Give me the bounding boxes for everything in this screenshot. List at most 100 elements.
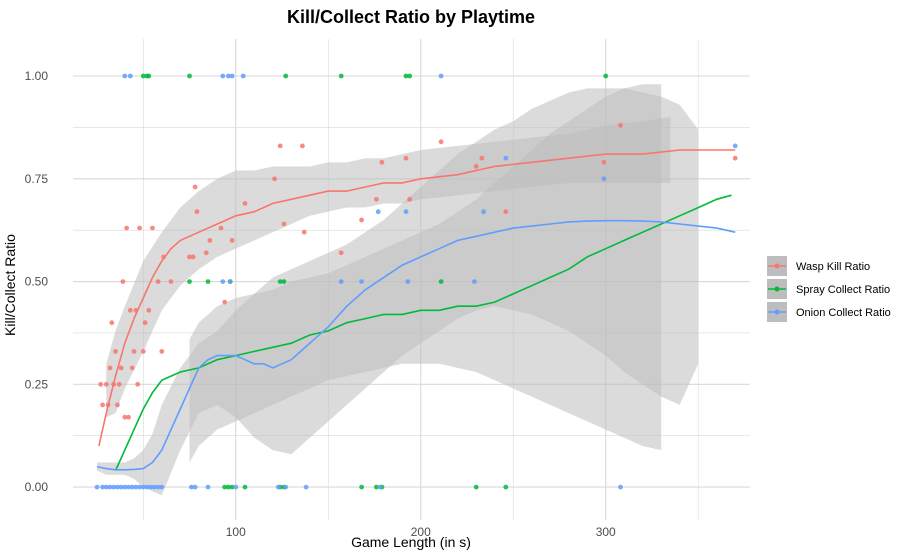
data-point-wasp-kill-ratio (192, 184, 198, 190)
data-point-onion-collect-ratio (503, 155, 509, 161)
y-axis-title: Kill/Collect Ratio (2, 234, 18, 336)
data-point-wasp-kill-ratio (133, 307, 139, 313)
data-point-spray-collect-ratio (140, 73, 146, 79)
data-point-onion-collect-ratio (240, 73, 246, 79)
data-point-onion-collect-ratio (618, 484, 623, 490)
data-point-wasp-kill-ratio (146, 307, 152, 313)
data-point-spray-collect-ratio (187, 73, 192, 79)
trend-lines-layer (96, 149, 736, 472)
data-point-wasp-kill-ratio (168, 279, 174, 284)
data-point-wasp-kill-ratio (242, 201, 248, 206)
data-point-onion-collect-ratio (283, 484, 289, 490)
data-point-spray-collect-ratio (438, 279, 444, 284)
data-point-wasp-kill-ratio (140, 349, 146, 354)
data-point-wasp-kill-ratio (111, 381, 117, 387)
data-point-wasp-kill-ratio (403, 155, 409, 161)
data-point-wasp-kill-ratio (120, 279, 126, 284)
data-point-wasp-kill-ratio (135, 381, 141, 387)
data-point-onion-collect-ratio (140, 484, 146, 490)
data-point-spray-collect-ratio (229, 484, 235, 490)
data-point-onion-collect-ratio (148, 484, 154, 490)
data-point-onion-collect-ratio (122, 484, 128, 490)
data-point-onion-collect-ratio (111, 484, 117, 490)
data-point-wasp-kill-ratio (732, 155, 738, 161)
data-point-spray-collect-ratio (226, 484, 231, 490)
trend-line-spray-collect-ratio (114, 194, 732, 472)
data-point-wasp-kill-ratio (126, 414, 131, 420)
data-point-onion-collect-ratio (94, 484, 100, 490)
tick-labels-layer: 100 200 300 0.00 0.25 0.50 0.75 1.00 (25, 69, 616, 539)
data-point-wasp-kill-ratio (374, 196, 379, 202)
data-point-onion-collect-ratio (275, 484, 281, 490)
data-point-wasp-kill-ratio (438, 139, 444, 145)
y-tick-label: 0.50 (25, 275, 49, 289)
data-point-onion-collect-ratio (189, 484, 194, 490)
data-point-wasp-kill-ratio (300, 143, 305, 149)
data-point-wasp-kill-ratio (105, 402, 111, 408)
legend-label-wasp-kill-ratio: Wasp Kill Ratio (796, 261, 870, 273)
x-tick-label: 300 (596, 525, 616, 539)
data-point-onion-collect-ratio (601, 176, 607, 182)
data-point-wasp-kill-ratio (129, 365, 135, 371)
data-point-spray-collect-ratio (281, 279, 287, 284)
scatter-points-layer (94, 73, 738, 490)
data-point-onion-collect-ratio (303, 484, 309, 490)
data-point-onion-collect-ratio (220, 279, 226, 284)
x-tick-label: 100 (226, 525, 246, 539)
data-point-wasp-kill-ratio (473, 164, 479, 169)
data-point-wasp-kill-ratio (190, 254, 196, 260)
data-point-wasp-kill-ratio (187, 254, 192, 260)
data-point-wasp-kill-ratio (103, 381, 109, 387)
data-point-onion-collect-ratio (133, 484, 139, 490)
legend-label-spray-collect-ratio: Spray Collect Ratio (796, 284, 890, 296)
data-point-wasp-kill-ratio (479, 155, 485, 161)
data-point-onion-collect-ratio (115, 484, 120, 490)
legend-point-spray-collect-ratio (774, 286, 780, 292)
legend-item-onion-collect-ratio: Onion Collect Ratio (767, 302, 891, 322)
data-point-onion-collect-ratio (103, 484, 109, 490)
data-point-wasp-kill-ratio (301, 229, 307, 235)
data-point-wasp-kill-ratio (277, 143, 283, 149)
data-point-onion-collect-ratio (122, 73, 128, 79)
data-point-onion-collect-ratio (107, 484, 113, 490)
data-point-wasp-kill-ratio (124, 225, 129, 231)
data-point-wasp-kill-ratio (338, 250, 344, 256)
x-axis-title: Game Length (in s) (351, 534, 471, 550)
confidence-bands-layer (97, 84, 699, 496)
data-point-spray-collect-ratio (374, 484, 379, 490)
data-point-spray-collect-ratio (146, 73, 152, 79)
data-point-spray-collect-ratio (473, 484, 479, 490)
legend-label-onion-collect-ratio: Onion Collect Ratio (796, 307, 891, 319)
data-point-wasp-kill-ratio (116, 381, 122, 387)
data-point-onion-collect-ratio (405, 279, 411, 284)
data-point-spray-collect-ratio (277, 279, 283, 284)
data-point-wasp-kill-ratio (503, 209, 509, 215)
data-point-wasp-kill-ratio (98, 381, 104, 387)
data-point-spray-collect-ratio (222, 484, 228, 490)
data-point-spray-collect-ratio (503, 484, 509, 490)
data-point-onion-collect-ratio (126, 484, 131, 490)
y-tick-label: 0.75 (25, 172, 49, 186)
y-tick-label: 0.00 (25, 480, 49, 494)
data-point-wasp-kill-ratio (359, 217, 364, 223)
legend-item-wasp-kill-ratio: Wasp Kill Ratio (767, 256, 870, 276)
legend-point-onion-collect-ratio (774, 309, 780, 315)
data-point-onion-collect-ratio (220, 73, 226, 79)
data-point-spray-collect-ratio (359, 484, 364, 490)
data-point-onion-collect-ratio (159, 484, 165, 490)
data-point-wasp-kill-ratio (272, 176, 277, 182)
data-point-wasp-kill-ratio (109, 320, 115, 326)
data-point-onion-collect-ratio (137, 484, 143, 490)
y-tick-label: 1.00 (25, 69, 49, 83)
data-point-wasp-kill-ratio (161, 254, 167, 260)
data-point-wasp-kill-ratio (131, 349, 137, 354)
data-point-spray-collect-ratio (407, 73, 413, 79)
data-point-onion-collect-ratio (118, 484, 124, 490)
data-point-wasp-kill-ratio (118, 365, 124, 371)
confidence-band-onion-collect-ratio (97, 88, 699, 496)
data-point-onion-collect-ratio (152, 484, 157, 490)
data-point-onion-collect-ratio (100, 484, 105, 490)
data-point-wasp-kill-ratio (281, 221, 287, 227)
data-point-wasp-kill-ratio (100, 402, 105, 408)
